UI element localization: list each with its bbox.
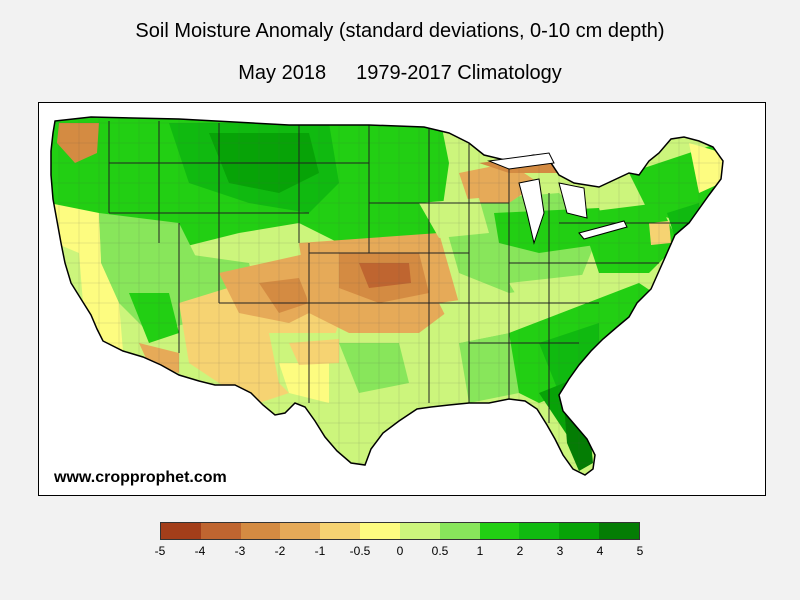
lake-huron [558, 182, 588, 219]
legend-swatch [360, 523, 400, 539]
legend-swatch [519, 523, 560, 539]
legend-tick-label: 1 [476, 544, 484, 558]
lake-michigan [518, 178, 545, 245]
legend-swatch [240, 523, 281, 539]
map-subtitle: May 2018 1979-2017 Climatology [0, 62, 800, 85]
legend-tick-label: 0.5 [431, 544, 449, 558]
period-label: May 2018 [238, 62, 327, 84]
legend-tick-label: -0.5 [349, 544, 371, 558]
legend-tick-label: 0 [396, 544, 404, 558]
legend-swatch [559, 523, 600, 539]
state-boundaries [108, 121, 699, 423]
lake-erie [578, 220, 628, 240]
legend-labels: -5 -4 -3 -2 -1 -0.5 0 0.5 1 2 3 4 5 [0, 544, 800, 564]
climatology-label: 1979-2017 Climatology [356, 62, 562, 84]
legend-swatch [200, 523, 241, 539]
legend-tick-label: 5 [636, 544, 644, 558]
legend-swatch [280, 523, 321, 539]
legend-swatch [479, 523, 520, 539]
legend-swatch [399, 523, 440, 539]
legend-tick-label: -3 [234, 544, 246, 558]
lake-superior [487, 152, 555, 170]
legend-tick-label: -2 [274, 544, 286, 558]
anomaly-fill [51, 117, 723, 475]
legend-swatch [161, 523, 201, 539]
color-legend [160, 522, 640, 540]
legend-tick-label: 3 [556, 544, 564, 558]
website-label: www.cropprophet.com [54, 469, 227, 486]
legend-tick-label: 2 [516, 544, 524, 558]
legend-swatch [320, 523, 361, 539]
legend-tick-label: -4 [194, 544, 206, 558]
legend-tick-label: -5 [154, 544, 166, 558]
legend-tick-label: 4 [596, 544, 604, 558]
legend-swatch [439, 523, 480, 539]
legend-swatch [599, 523, 639, 539]
us-anomaly-map [50, 116, 724, 476]
map-frame: www.cropprophet.com [38, 102, 766, 496]
legend-tick-label: -1 [314, 544, 326, 558]
map-title: Soil Moisture Anomaly (standard deviatio… [135, 20, 665, 42]
